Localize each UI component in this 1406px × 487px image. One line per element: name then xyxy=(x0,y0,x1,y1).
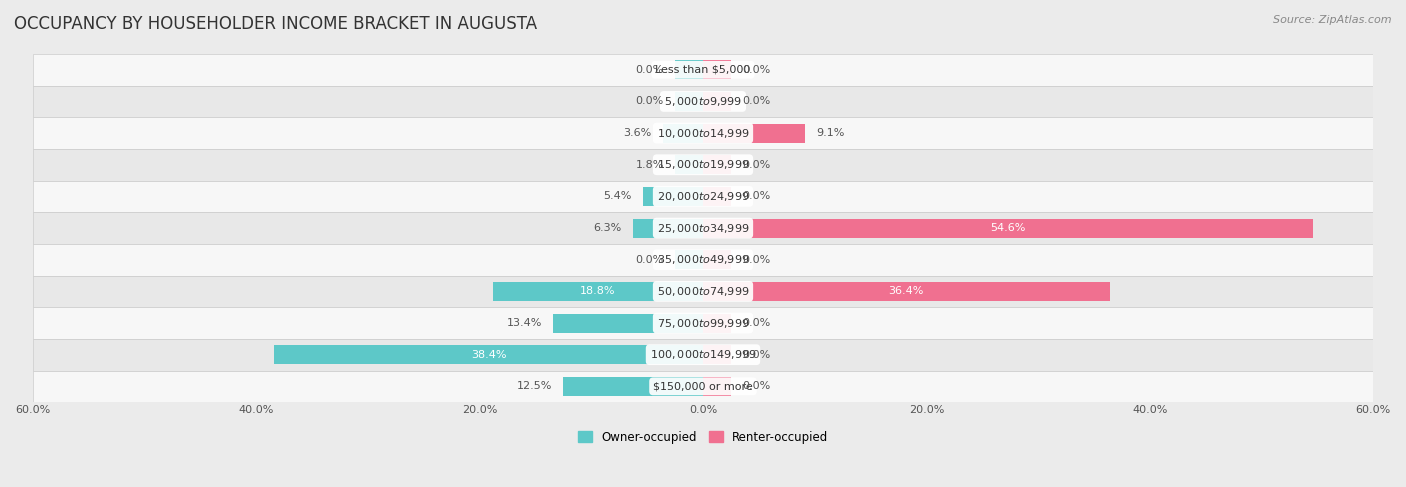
Text: $150,000 or more: $150,000 or more xyxy=(654,381,752,392)
Bar xyxy=(703,92,731,111)
Bar xyxy=(703,345,731,364)
Bar xyxy=(662,124,703,143)
Bar xyxy=(274,345,703,364)
Text: $15,000 to $19,999: $15,000 to $19,999 xyxy=(657,158,749,171)
Text: 18.8%: 18.8% xyxy=(581,286,616,297)
Bar xyxy=(675,92,703,111)
Bar xyxy=(675,155,703,174)
Text: $50,000 to $74,999: $50,000 to $74,999 xyxy=(657,285,749,298)
Text: $5,000 to $9,999: $5,000 to $9,999 xyxy=(664,95,742,108)
Bar xyxy=(32,86,1374,117)
Text: 54.6%: 54.6% xyxy=(990,223,1026,233)
Text: 0.0%: 0.0% xyxy=(636,96,664,107)
Text: OCCUPANCY BY HOUSEHOLDER INCOME BRACKET IN AUGUSTA: OCCUPANCY BY HOUSEHOLDER INCOME BRACKET … xyxy=(14,15,537,33)
Bar xyxy=(32,307,1374,339)
Bar xyxy=(703,377,731,396)
Bar xyxy=(675,60,703,79)
Text: 36.4%: 36.4% xyxy=(889,286,924,297)
Bar xyxy=(633,219,703,238)
Text: 3.6%: 3.6% xyxy=(623,128,651,138)
Bar xyxy=(703,282,1109,301)
Bar xyxy=(32,244,1374,276)
Bar xyxy=(703,124,804,143)
Text: $35,000 to $49,999: $35,000 to $49,999 xyxy=(657,253,749,266)
Text: 0.0%: 0.0% xyxy=(636,65,664,75)
Bar xyxy=(554,314,703,333)
Text: 12.5%: 12.5% xyxy=(517,381,553,392)
Text: 0.0%: 0.0% xyxy=(742,318,770,328)
Text: Source: ZipAtlas.com: Source: ZipAtlas.com xyxy=(1274,15,1392,25)
Bar xyxy=(32,276,1374,307)
Text: 0.0%: 0.0% xyxy=(742,381,770,392)
Text: $20,000 to $24,999: $20,000 to $24,999 xyxy=(657,190,749,203)
Bar xyxy=(32,149,1374,181)
Bar xyxy=(32,212,1374,244)
Text: 0.0%: 0.0% xyxy=(742,160,770,170)
Bar xyxy=(643,187,703,206)
Bar xyxy=(32,181,1374,212)
Bar xyxy=(32,117,1374,149)
Bar xyxy=(564,377,703,396)
Bar xyxy=(32,371,1374,402)
Text: 0.0%: 0.0% xyxy=(742,191,770,202)
Text: 0.0%: 0.0% xyxy=(742,255,770,265)
Bar xyxy=(494,282,703,301)
Text: 0.0%: 0.0% xyxy=(742,350,770,360)
Text: 6.3%: 6.3% xyxy=(593,223,621,233)
Bar xyxy=(703,314,731,333)
Bar xyxy=(32,54,1374,86)
Text: 38.4%: 38.4% xyxy=(471,350,506,360)
Text: $10,000 to $14,999: $10,000 to $14,999 xyxy=(657,127,749,140)
Text: Less than $5,000: Less than $5,000 xyxy=(655,65,751,75)
Bar xyxy=(32,339,1374,371)
Bar xyxy=(703,219,1313,238)
Text: $100,000 to $149,999: $100,000 to $149,999 xyxy=(650,348,756,361)
Bar xyxy=(703,155,731,174)
Text: 13.4%: 13.4% xyxy=(506,318,543,328)
Bar xyxy=(703,60,731,79)
Legend: Owner-occupied, Renter-occupied: Owner-occupied, Renter-occupied xyxy=(572,426,834,449)
Text: $25,000 to $34,999: $25,000 to $34,999 xyxy=(657,222,749,235)
Text: 0.0%: 0.0% xyxy=(742,96,770,107)
Text: 0.0%: 0.0% xyxy=(636,255,664,265)
Text: 0.0%: 0.0% xyxy=(742,65,770,75)
Bar xyxy=(703,187,731,206)
Bar xyxy=(703,250,731,269)
Text: 5.4%: 5.4% xyxy=(603,191,631,202)
Bar xyxy=(675,250,703,269)
Text: 9.1%: 9.1% xyxy=(815,128,844,138)
Text: $75,000 to $99,999: $75,000 to $99,999 xyxy=(657,317,749,330)
Text: 1.8%: 1.8% xyxy=(636,160,664,170)
